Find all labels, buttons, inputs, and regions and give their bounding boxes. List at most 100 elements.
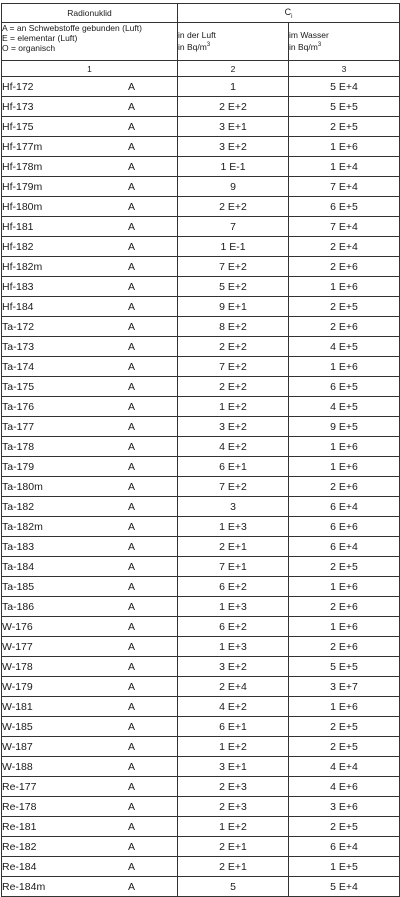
nuclide-cell: Hf-172 A [1, 76, 178, 97]
column-number-2: 2 [177, 60, 289, 77]
nuclide-cell: Ta-173 A [1, 336, 178, 357]
water-value: 1 E+6 [288, 276, 400, 297]
table-row: Ta-182m A 1 E+3 6 E+6 [1, 516, 400, 537]
air-value: 1 E+2 [177, 736, 289, 757]
water-value: 3 E+7 [288, 676, 400, 697]
nuclide-cell: W-187 A [1, 736, 178, 757]
water-value: 5 E+5 [288, 96, 400, 117]
nuclide-cell: W-178 A [1, 656, 178, 677]
water-column-title: im Wasser [289, 30, 329, 40]
nuclide-cell: Re-177 A [1, 776, 178, 797]
nuclide-form: A [128, 700, 136, 713]
water-value: 2 E+5 [288, 116, 400, 137]
nuclide-name: Ta-186 [2, 600, 35, 613]
air-value: 2 E+4 [177, 676, 289, 697]
table-row: Ta-176 A 1 E+2 4 E+5 [1, 396, 400, 417]
table-row: Ta-183 A 2 E+1 6 E+4 [1, 536, 400, 557]
table-row: Ta-177 A 3 E+2 9 E+5 [1, 416, 400, 437]
table-row: Hf-182m A 7 E+2 2 E+6 [1, 256, 400, 277]
nuclide-name: Hf-181 [2, 220, 34, 233]
nuclide-name: Ta-178 [2, 440, 35, 453]
water-value: 1 E+6 [288, 456, 400, 477]
table-row: Re-181 A 1 E+2 2 E+5 [1, 816, 400, 837]
nuclide-form: A [128, 120, 136, 133]
nuclide-form: A [128, 740, 136, 753]
nuclide-form: A [128, 880, 136, 893]
nuclide-name: W-178 [2, 660, 33, 673]
table-row: Ta-180m A 7 E+2 2 E+6 [1, 476, 400, 497]
nuclide-cell: W-176 A [1, 616, 178, 637]
nuclide-form: A [128, 360, 136, 373]
air-value: 6 E+2 [177, 616, 289, 637]
nuclide-form: A [128, 180, 136, 193]
nuclide-form: A [128, 480, 136, 493]
air-value: 7 E+2 [177, 476, 289, 497]
air-value: 6 E+2 [177, 576, 289, 597]
nuclide-form: A [128, 540, 136, 553]
water-value: 2 E+5 [288, 716, 400, 737]
nuclide-name: Hf-172 [2, 80, 34, 93]
water-value: 2 E+5 [288, 296, 400, 317]
column-number-1: 1 [1, 60, 178, 77]
table-row: Hf-182 A 1 E-1 2 E+4 [1, 236, 400, 257]
nuclide-cell: W-185 A [1, 716, 178, 737]
table-row: Hf-181 A 7 7 E+4 [1, 216, 400, 237]
nuclide-name: Re-177 [2, 780, 37, 793]
nuclide-form: A [128, 600, 136, 613]
legend-line-e: E = elementar (Luft) [2, 33, 78, 43]
nuclide-form: A [128, 780, 136, 793]
form-legend: A = an Schwebstoffe gebunden (Luft) E = … [1, 22, 178, 61]
water-value: 2 E+5 [288, 736, 400, 757]
header-row-legend: A = an Schwebstoffe gebunden (Luft) E = … [1, 22, 400, 61]
nuclide-form: A [128, 760, 136, 773]
nuclide-name: Hf-179m [2, 180, 43, 193]
nuclide-name: Hf-182 [2, 240, 34, 253]
ci-symbol: C [284, 6, 292, 17]
nuclide-name: Ta-177 [2, 420, 35, 433]
air-value: 1 E-1 [177, 236, 289, 257]
table-row: Ta-184 A 7 E+1 2 E+5 [1, 556, 400, 577]
column-number-3: 3 [288, 60, 400, 77]
nuclide-form: A [128, 200, 136, 213]
water-value: 2 E+6 [288, 476, 400, 497]
nuclide-cell: Hf-177m A [1, 136, 178, 157]
air-value: 1 E+3 [177, 596, 289, 617]
table-row: Hf-180m A 2 E+2 6 E+5 [1, 196, 400, 217]
nuclide-cell: W-177 A [1, 636, 178, 657]
nuclide-cell: Hf-183 A [1, 276, 178, 297]
table-row: Hf-178m A 1 E-1 1 E+4 [1, 156, 400, 177]
nuclide-cell: Ta-178 A [1, 436, 178, 457]
nuclide-form: A [128, 680, 136, 693]
water-value: 6 E+5 [288, 196, 400, 217]
table-row: Ta-179 A 6 E+1 1 E+6 [1, 456, 400, 477]
water-value: 2 E+5 [288, 816, 400, 837]
water-value: 3 E+6 [288, 796, 400, 817]
nuclide-cell: Ta-186 A [1, 596, 178, 617]
nuclide-form: A [128, 860, 136, 873]
nuclide-cell: Ta-182m A [1, 516, 178, 537]
nuclide-name: Ta-182m [2, 520, 43, 533]
nuclide-form: A [128, 720, 136, 733]
nuclide-name: Hf-182m [2, 260, 43, 273]
nuclide-name: W-185 [2, 720, 33, 733]
table-row: Ta-175 A 2 E+2 6 E+5 [1, 376, 400, 397]
air-value: 7 E+2 [177, 356, 289, 377]
nuclide-name: Ta-185 [2, 580, 35, 593]
nuclide-cell: Re-184 A [1, 856, 178, 877]
table-body: Hf-172 A 1 5 E+4 Hf-173 A 2 E+2 5 E+5 Hf-175 A 3 E… [1, 76, 400, 897]
nuclide-form: A [128, 80, 136, 93]
nuclide-name: Re-178 [2, 800, 37, 813]
radionuklid-header: Radionuklid [1, 3, 178, 23]
nuclide-cell: Re-182 A [1, 836, 178, 857]
air-value: 5 [177, 876, 289, 897]
nuclide-cell: Hf-173 A [1, 96, 178, 117]
header-row-numbers: 1 2 3 [1, 60, 400, 77]
water-value: 5 E+4 [288, 876, 400, 897]
table-row: Hf-175 A 3 E+1 2 E+5 [1, 116, 400, 137]
air-value: 2 E+3 [177, 776, 289, 797]
nuclide-form: A [128, 420, 136, 433]
table-row: W-185 A 6 E+1 2 E+5 [1, 716, 400, 737]
air-value: 4 E+2 [177, 696, 289, 717]
table-row: Re-177 A 2 E+3 4 E+6 [1, 776, 400, 797]
table-row: W-187 A 1 E+2 2 E+5 [1, 736, 400, 757]
